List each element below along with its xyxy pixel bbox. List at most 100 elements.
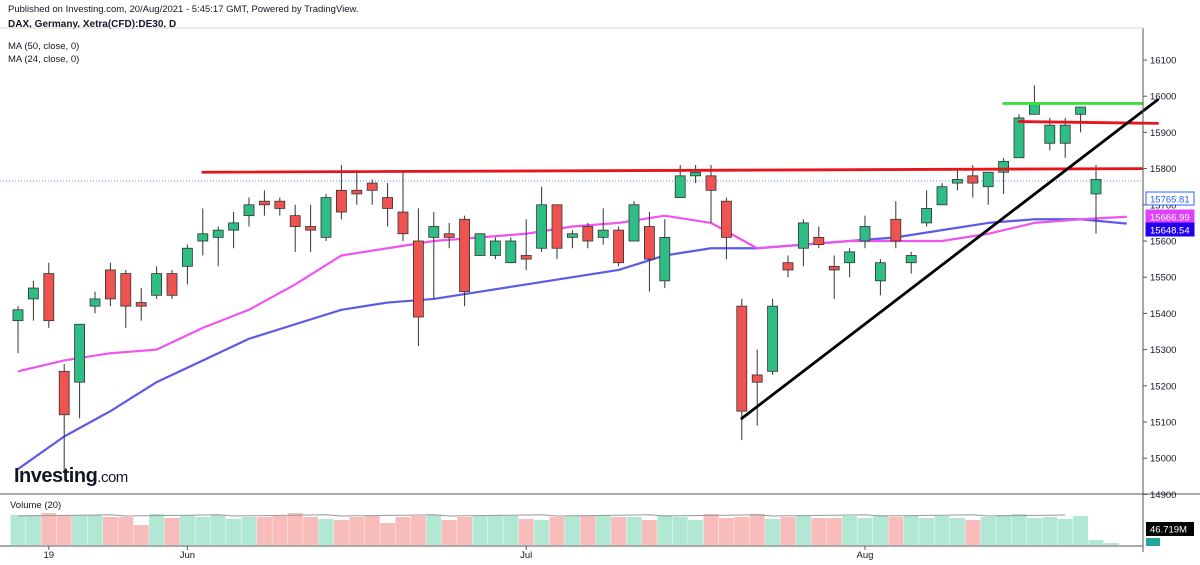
y-tick-label: 14900 <box>1150 490 1176 501</box>
candle-body <box>520 255 532 260</box>
y-tick-label: 15900 <box>1150 128 1176 139</box>
candle-body <box>982 171 994 188</box>
volume-bar <box>303 517 319 545</box>
candle <box>382 183 394 227</box>
volume-bar <box>241 517 257 545</box>
volume-bar <box>318 519 334 545</box>
candle <box>952 168 963 191</box>
volume-bar <box>857 518 873 545</box>
volume-bar <box>10 515 26 545</box>
volume-bar <box>703 514 719 545</box>
candle <box>936 183 948 206</box>
candle-body <box>813 236 825 246</box>
volume-bar <box>226 519 242 545</box>
candle-body <box>366 182 378 191</box>
candle <box>690 164 701 184</box>
resistance-line <box>201 167 1144 174</box>
candle <box>905 251 917 274</box>
candle-body <box>597 229 609 238</box>
candle-body <box>736 305 748 412</box>
candle <box>459 215 471 307</box>
y-tick-label: 15500 <box>1150 273 1176 284</box>
candle <box>844 248 855 278</box>
candle-body <box>120 273 132 307</box>
y-tick-label: 15800 <box>1150 164 1176 175</box>
candle-body <box>228 222 240 231</box>
candle-body <box>197 233 209 242</box>
y-tick-label: 15400 <box>1150 309 1176 320</box>
candle-body <box>751 374 763 383</box>
candle <box>767 298 778 375</box>
volume-bar <box>56 515 72 545</box>
candle <box>659 219 671 289</box>
candle <box>120 269 132 328</box>
volume-bar <box>842 516 858 545</box>
candle <box>628 201 640 242</box>
candle <box>289 204 301 252</box>
candle-body <box>474 233 486 256</box>
candle-body <box>335 189 347 213</box>
candle <box>582 222 594 249</box>
volume-bar <box>287 513 303 545</box>
candle-body <box>505 240 517 264</box>
volume-legend: Volume (20) <box>10 500 62 511</box>
candle <box>520 219 532 270</box>
candle <box>58 364 70 473</box>
candle <box>551 204 563 260</box>
candle-body <box>936 186 948 206</box>
candle-body <box>844 251 855 264</box>
volume-bar <box>965 520 981 545</box>
volume-bar <box>487 515 503 545</box>
ma24-line <box>17 214 1127 373</box>
candle-body <box>952 179 963 184</box>
candle-body <box>998 160 1009 173</box>
candle <box>859 215 871 249</box>
candle <box>135 288 147 321</box>
volume-bar <box>919 518 935 545</box>
volume-bar <box>734 517 750 545</box>
candle <box>412 208 424 346</box>
volume-bar <box>611 517 627 545</box>
candle-body <box>536 204 547 249</box>
volume-value-text: 46.719M <box>1150 525 1187 536</box>
candle-body <box>12 309 24 322</box>
volume-bar <box>1042 517 1058 545</box>
ma50-line <box>17 218 1127 470</box>
volume-bar <box>996 515 1012 545</box>
volume-bar <box>580 516 596 545</box>
y-tick-label: 15200 <box>1150 381 1176 392</box>
candle <box>74 323 85 419</box>
candle-body <box>859 226 871 242</box>
volume-bar <box>872 515 888 545</box>
volume-bar <box>718 518 734 545</box>
candle <box>151 266 163 299</box>
volume-bar <box>364 516 380 545</box>
candle <box>536 186 547 252</box>
volume-bar <box>164 518 180 545</box>
volume-bar <box>795 516 811 545</box>
candle <box>1044 117 1056 151</box>
candle-body <box>412 240 424 318</box>
volume-bar <box>595 515 611 545</box>
candle-body <box>1090 179 1102 195</box>
candle <box>89 291 101 314</box>
candle-body <box>212 229 224 238</box>
candle <box>828 255 840 299</box>
candle-body <box>459 218 471 293</box>
candle-body <box>705 175 717 191</box>
candle-body <box>135 302 147 307</box>
candle <box>597 208 609 245</box>
price-label-text: 15648.54 <box>1150 226 1190 237</box>
candle <box>644 212 655 292</box>
volume-bar <box>1103 543 1119 545</box>
volume-value-box <box>1146 522 1194 536</box>
volume-bar <box>395 517 411 545</box>
volume-ma-line <box>17 514 1066 517</box>
candle-body <box>320 197 332 238</box>
volume-bar <box>518 519 534 545</box>
candle-body <box>151 273 163 296</box>
candle <box>721 197 732 260</box>
candle <box>921 190 932 227</box>
volume-bar <box>256 517 272 545</box>
